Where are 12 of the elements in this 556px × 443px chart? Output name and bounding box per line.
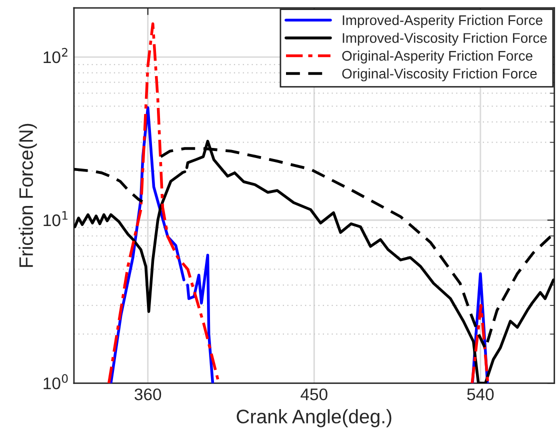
x-axis-title: Crank Angle(deg.) xyxy=(236,409,392,428)
legend-label: Improved-Asperity Friction Force xyxy=(342,14,542,28)
legend-label: Original-Asperity Friction Force xyxy=(342,50,532,64)
legend-label: Original-Viscosity Friction Force xyxy=(342,68,537,82)
legend-label: Improved-Viscosity Friction Force xyxy=(342,32,547,46)
y-tick-label: 10$^{0}$ xyxy=(44,374,68,390)
y-tick-label: 10$^{2}$ xyxy=(44,48,68,64)
y-tick-label: 10$^{1}$ xyxy=(44,211,68,226)
x-tick-label: 540 xyxy=(467,388,494,400)
x-tick-label: 360 xyxy=(134,388,162,400)
x-tick-label: 450 xyxy=(300,388,328,400)
y-axis-title: Friction Force(N) xyxy=(18,124,37,267)
